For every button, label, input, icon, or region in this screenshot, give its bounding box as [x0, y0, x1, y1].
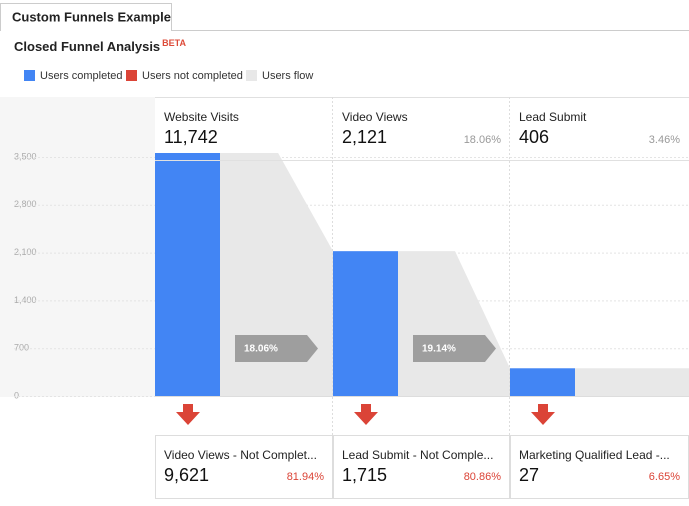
- drop-value: 27: [519, 465, 539, 485]
- flow-area: [575, 368, 689, 396]
- flow-rate: 19.14%: [422, 344, 456, 355]
- drop-arrow: [176, 404, 200, 425]
- y-tick-label: 2,100: [14, 247, 37, 257]
- drop-box: [155, 435, 333, 499]
- drop-name: Video Views - Not Complet...: [164, 448, 317, 462]
- drop-value: 9,621: [164, 465, 209, 485]
- y-tick-label: 3,500: [14, 151, 37, 161]
- bar: [155, 153, 220, 396]
- bar: [510, 368, 575, 396]
- axis-panel: [0, 97, 155, 397]
- step-name: Website Visits: [164, 110, 239, 124]
- step-rate: 18.06%: [464, 134, 502, 146]
- step-name: Lead Submit: [519, 110, 587, 124]
- drop-value: 1,715: [342, 465, 387, 485]
- step-header: [510, 98, 688, 153]
- drop-arrow: [531, 404, 555, 425]
- step-value: 2,121: [342, 127, 387, 147]
- step-rate: 3.46%: [649, 134, 680, 146]
- legend-swatch: [126, 70, 137, 81]
- y-tick-label: 1,400: [14, 295, 37, 305]
- heading: Closed Funnel Analysis BETA: [14, 38, 187, 54]
- flow-rate: 18.06%: [244, 344, 278, 355]
- legend-label: Users flow: [262, 70, 313, 82]
- y-tick-label: 700: [14, 343, 29, 353]
- chart: Users completed Users not completed Users …: [14, 70, 689, 500]
- legend-swatch: [246, 70, 257, 81]
- drop-name: Marketing Qualified Lead -...: [519, 448, 670, 462]
- bar: [333, 251, 398, 396]
- flow-area: [398, 251, 510, 396]
- tab-label[interactable]: Custom Funnels Example: [12, 9, 171, 24]
- beta-badge: BETA: [162, 38, 186, 48]
- drop-rate: 81.94%: [287, 471, 325, 483]
- drop-box: [510, 435, 689, 499]
- drop-rate: 6.65%: [649, 471, 680, 483]
- y-tick-label: 2,800: [14, 199, 37, 209]
- y-tick-label: 0: [14, 390, 19, 400]
- step-value: 406: [519, 127, 549, 147]
- drop-name: Lead Submit - Not Comple...: [342, 448, 493, 462]
- heading-text: Closed Funnel Analysis: [14, 39, 160, 54]
- drop-arrow: [354, 404, 378, 425]
- legend-label: Users not completed: [142, 70, 243, 82]
- step-header: [333, 98, 509, 153]
- step-value: 11,742: [164, 127, 218, 147]
- bars: [155, 153, 575, 396]
- legend-label: Users completed: [40, 70, 123, 82]
- legend-swatch: [24, 70, 35, 81]
- flow-arrow: [235, 335, 318, 362]
- step-header: [155, 98, 332, 153]
- step-name: Video Views: [342, 110, 408, 124]
- flow-arrow: [413, 335, 496, 362]
- drop-rate: 80.86%: [464, 471, 502, 483]
